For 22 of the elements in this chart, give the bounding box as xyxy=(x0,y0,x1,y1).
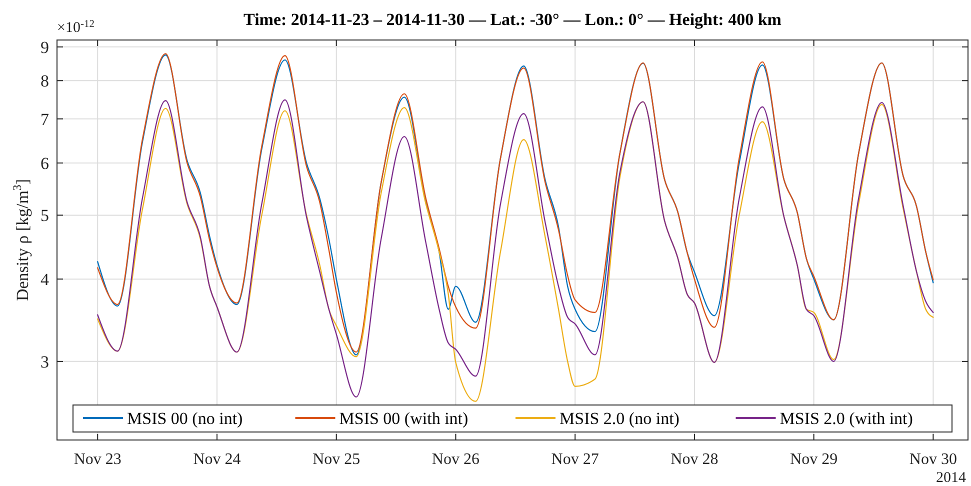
legend-label: MSIS 2.0 (no int) xyxy=(560,409,680,428)
chart-title: Time: 2014-11-23 – 2014-11-30 — Lat.: -30° — Lon.: 0° — Height: 400 km xyxy=(244,10,782,29)
y-tick-label: 5 xyxy=(40,206,49,226)
x-tick-label: Nov 26 xyxy=(432,451,480,468)
text: 2014 xyxy=(936,470,966,486)
y-tick-label: 7 xyxy=(40,110,50,129)
text: ×10$^{-12}$ xyxy=(57,18,94,36)
x-tick-label: Nov 30 xyxy=(909,451,957,468)
x-tick-label: Nov 23 xyxy=(74,451,122,468)
x-tick-label: Nov 27 xyxy=(551,451,599,468)
x-tick-label: Nov 25 xyxy=(312,451,360,468)
legend-label: MSIS 00 (with int) xyxy=(339,409,468,428)
legend-label: MSIS 00 (no int) xyxy=(127,409,243,428)
legend-label: MSIS 2.0 (with int) xyxy=(780,409,913,428)
y-tick-label: 9 xyxy=(40,38,49,57)
x-tick-label: Nov 24 xyxy=(193,451,241,468)
y-tick-label: 4 xyxy=(40,270,50,290)
x-tick-label: Nov 28 xyxy=(670,451,718,468)
x-tick-label: Nov 29 xyxy=(790,451,838,468)
y-tick-label: 8 xyxy=(40,72,49,91)
y-tick-label: 3 xyxy=(40,352,49,372)
y-tick-label: 6 xyxy=(40,154,49,173)
